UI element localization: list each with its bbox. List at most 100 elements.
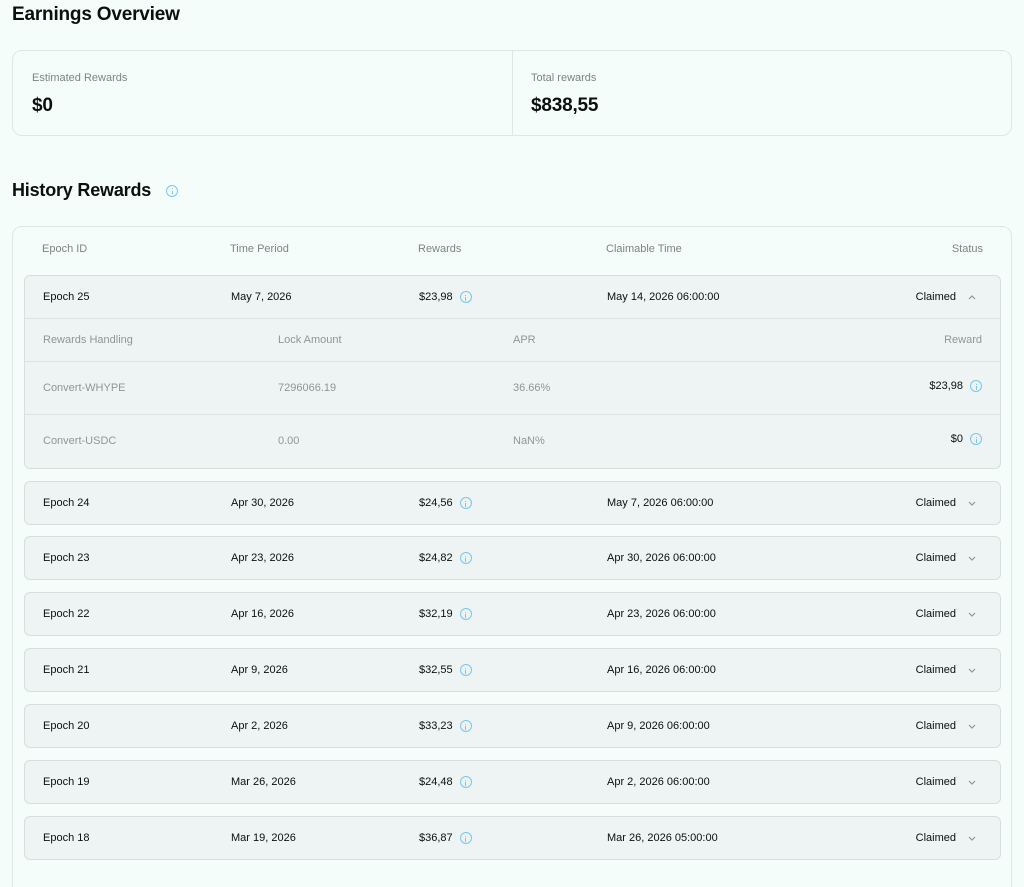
status-text: Claimed: [915, 832, 956, 844]
info-icon[interactable]: [459, 776, 472, 788]
epoch-id: Epoch 24: [43, 497, 90, 509]
claimable-time: Apr 2, 2026 06:00:00: [607, 776, 710, 788]
detail-apr: NaN%: [513, 435, 545, 447]
rewards-cell: $24,82: [419, 552, 472, 564]
rewards-cell: $23,98: [419, 291, 472, 303]
estimated-rewards-cell: Estimated Rewards $0: [13, 51, 512, 135]
info-icon[interactable]: [459, 832, 472, 844]
status-text: Claimed: [915, 720, 956, 732]
info-icon[interactable]: [459, 720, 472, 732]
total-rewards-value: $838,55: [531, 95, 599, 116]
page-title: Earnings Overview: [12, 4, 180, 25]
table-row[interactable]: Epoch 23 Apr 23, 2026 $24,82 Apr 30, 202…: [24, 536, 1001, 580]
time-period: Mar 19, 2026: [231, 832, 296, 844]
table-row[interactable]: Epoch 22 Apr 16, 2026 $32,19 Apr 23, 202…: [24, 592, 1001, 636]
rewards-value: $32,19: [419, 608, 453, 620]
reward-detail-row: Convert-USDC 0.00 NaN% $0: [25, 415, 1000, 468]
claimable-time: May 7, 2026 06:00:00: [607, 497, 714, 509]
info-icon[interactable]: [166, 184, 179, 197]
detail-reward: $0: [951, 433, 982, 445]
time-period: Apr 23, 2026: [231, 552, 294, 564]
rewards-value: $23,98: [419, 291, 453, 303]
chevron-up-icon[interactable]: [966, 289, 978, 305]
status-text: Claimed: [915, 497, 956, 509]
claimable-time: Mar 26, 2026 05:00:00: [607, 832, 718, 844]
claimable-time: Apr 23, 2026 06:00:00: [607, 608, 716, 620]
info-icon[interactable]: [459, 664, 472, 676]
table-row[interactable]: Epoch 24 Apr 30, 2026 $24,56 May 7, 2026…: [24, 481, 1001, 525]
rewards-value: $24,48: [419, 776, 453, 788]
reward-detail-row: Convert-WHYPE 7296066.19 36.66% $23,98: [25, 362, 1000, 415]
info-icon[interactable]: [970, 433, 982, 445]
chevron-down-icon[interactable]: [966, 830, 978, 846]
detail-apr: 36.66%: [513, 382, 551, 394]
table-row[interactable]: Epoch 25 May 7, 2026 $23,98 May 14, 2026…: [24, 275, 1001, 469]
table-row[interactable]: Epoch 20 Apr 2, 2026 $33,23 Apr 9, 2026 …: [24, 704, 1001, 748]
rewards-value: $33,23: [419, 720, 453, 732]
rewards-value: $36,87: [419, 832, 453, 844]
time-period: Apr 2, 2026: [231, 720, 288, 732]
column-header-epoch: Epoch ID: [42, 243, 88, 255]
chevron-down-icon[interactable]: [966, 550, 978, 566]
time-period: May 7, 2026: [231, 291, 292, 303]
claimable-time: Apr 30, 2026 06:00:00: [607, 552, 716, 564]
details-header-apr: APR: [513, 334, 536, 346]
column-header-claimable-time: Claimable Time: [606, 243, 682, 255]
detail-lock-amount: 0.00: [278, 435, 300, 447]
table-row[interactable]: Epoch 18 Mar 19, 2026 $36,87 Mar 26, 202…: [24, 816, 1001, 860]
table-row[interactable]: Epoch 19 Mar 26, 2026 $24,48 Apr 2, 2026…: [24, 760, 1001, 804]
rewards-value: $24,56: [419, 497, 453, 509]
epoch-id: Epoch 21: [43, 664, 90, 676]
details-header-handling: Rewards Handling: [43, 334, 133, 346]
detail-reward-value: $23,98: [929, 380, 963, 392]
rewards-cell: $32,19: [419, 608, 472, 620]
chevron-down-icon[interactable]: [966, 606, 978, 622]
status-text: Claimed: [915, 552, 956, 564]
status-text: Claimed: [915, 776, 956, 788]
epoch-id: Epoch 22: [43, 608, 90, 620]
estimated-rewards-value: $0: [32, 95, 53, 116]
epoch-id: Epoch 18: [43, 832, 90, 844]
info-icon[interactable]: [459, 291, 472, 303]
history-rewards-title-text: History Rewards: [12, 180, 152, 200]
info-icon[interactable]: [970, 380, 982, 392]
table-row[interactable]: Epoch 21 Apr 9, 2026 $32,55 Apr 16, 2026…: [24, 648, 1001, 692]
total-rewards-cell: Total rewards $838,55: [512, 51, 1011, 135]
rewards-cell: $36,87: [419, 832, 472, 844]
rewards-value: $24,82: [419, 552, 453, 564]
time-period: Apr 16, 2026: [231, 608, 294, 620]
status-text: Claimed: [915, 608, 956, 620]
status-text: Claimed: [915, 664, 956, 676]
chevron-down-icon[interactable]: [966, 718, 978, 734]
column-header-rewards: Rewards: [418, 243, 462, 255]
detail-reward: $23,98: [929, 380, 982, 392]
total-rewards-label: Total rewards: [531, 72, 597, 84]
history-rewards-title: History Rewards: [12, 180, 179, 201]
epoch-id: Epoch 25: [43, 291, 90, 303]
info-icon[interactable]: [459, 497, 472, 509]
rewards-cell: $32,55: [419, 664, 472, 676]
history-rewards-table: Epoch ID Time Period Rewards Claimable T…: [12, 226, 1012, 887]
time-period: Mar 26, 2026: [231, 776, 296, 788]
rewards-cell: $33,23: [419, 720, 472, 732]
time-period: Apr 30, 2026: [231, 497, 294, 509]
estimated-rewards-label: Estimated Rewards: [32, 72, 128, 84]
claimable-time: May 14, 2026 06:00:00: [607, 291, 720, 303]
detail-handling: Convert-USDC: [43, 435, 117, 447]
rewards-value: $32,55: [419, 664, 453, 676]
column-header-time-period: Time Period: [230, 243, 289, 255]
info-icon[interactable]: [459, 552, 472, 564]
details-header-reward: Reward: [944, 334, 982, 346]
rewards-cell: $24,48: [419, 776, 472, 788]
column-header-status: Status: [951, 243, 983, 255]
info-icon[interactable]: [459, 608, 472, 620]
chevron-down-icon[interactable]: [966, 495, 978, 511]
rewards-cell: $24,56: [419, 497, 472, 509]
epoch-id: Epoch 19: [43, 776, 90, 788]
chevron-down-icon[interactable]: [966, 662, 978, 678]
reward-details-header: Rewards Handling Lock Amount APR Reward: [25, 318, 1000, 362]
chevron-down-icon[interactable]: [966, 774, 978, 790]
details-header-lock: Lock Amount: [278, 334, 342, 346]
time-period: Apr 9, 2026: [231, 664, 288, 676]
earnings-overview-card: Estimated Rewards $0 Total rewards $838,…: [12, 50, 1012, 136]
